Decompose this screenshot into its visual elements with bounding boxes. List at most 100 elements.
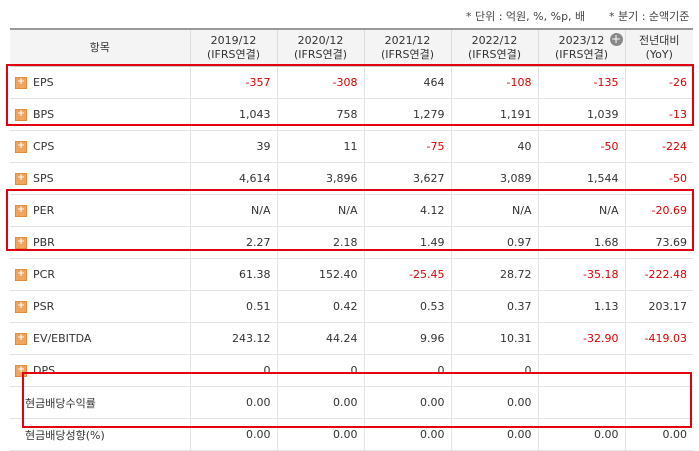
table-header-row: 항목 2019/12 (IFRS연결) 2020/12 (IFRS연결) 2021/… — [10, 29, 693, 67]
financial-ratio-table: 항목 2019/12 (IFRS연결) 2020/12 (IFRS연결) 2021/… — [10, 28, 693, 451]
table-row: + DPS 0 0 0 0 — [10, 354, 693, 387]
table-cell: 3,089 — [450, 162, 538, 195]
table-cell: N/A — [537, 194, 625, 227]
table-cell: 4.12 — [363, 194, 451, 227]
table-cell: 0.00 — [276, 386, 364, 419]
table-cell — [537, 386, 625, 419]
year-column-header: 2023/12 (IFRS연결) + — [537, 29, 625, 67]
table-cell: -20.69 — [624, 194, 693, 227]
row-label: + PSR — [10, 290, 190, 323]
row-label-text: 현금배당수익률 — [25, 396, 96, 410]
table-row: + PBR 2.27 2.18 1.49 0.97 1.68 73.69 — [10, 226, 693, 259]
table-cell: 0.00 — [363, 418, 451, 451]
expand-row-icon[interactable]: + — [15, 173, 27, 185]
table-row: + EV/EBITDA 243.12 44.24 9.96 10.31 -32.90 -419… — [10, 322, 693, 355]
table-cell: 0 — [276, 354, 364, 387]
table-cell: N/A — [276, 194, 364, 227]
table-cell: 1,279 — [363, 98, 451, 131]
expand-row-icon[interactable]: + — [15, 141, 27, 153]
table-cell: -35.18 — [537, 258, 625, 291]
table-cell — [624, 354, 693, 387]
year-column-header: 2022/12 (IFRS연결) — [450, 29, 538, 67]
row-label-text: DPS — [33, 364, 56, 377]
table-cell: 1,191 — [450, 98, 538, 131]
row-label-text: SPS — [33, 172, 54, 185]
table-row: + BPS 1,043 758 1,279 1,191 1,039 -13 — [10, 98, 693, 131]
table-cell — [624, 386, 693, 419]
table-cell: 44.24 — [276, 322, 364, 355]
row-label: + PER — [10, 194, 190, 227]
table-cell: 61.38 — [189, 258, 277, 291]
table-cell — [537, 354, 625, 387]
table-cell: 1,039 — [537, 98, 625, 131]
table-cell: 0.00 — [189, 386, 277, 419]
row-label-text: 현금배당성향(%) — [25, 428, 105, 442]
expand-row-icon[interactable]: + — [15, 205, 27, 217]
table-cell: -32.90 — [537, 322, 625, 355]
add-column-icon[interactable]: + — [609, 32, 623, 46]
row-label: + DPS — [10, 354, 190, 387]
table-cell: -75 — [363, 130, 451, 163]
table-cell: N/A — [189, 194, 277, 227]
table-row: 현금배당수익률 0.00 0.00 0.00 0.00 — [10, 386, 693, 419]
table-cell: -224 — [624, 130, 693, 163]
table-cell: 40 — [450, 130, 538, 163]
table-row: + CPS 39 11 -75 40 -50 -224 — [10, 130, 693, 163]
row-label-text: BPS — [33, 108, 55, 121]
row-label: + BPS — [10, 98, 190, 131]
table-row: + PSR 0.51 0.42 0.53 0.37 1.13 203.17 — [10, 290, 693, 323]
table-cell: -357 — [189, 66, 277, 99]
row-label-text: PSR — [33, 300, 55, 313]
row-label: + PBR — [10, 226, 190, 259]
table-cell: 10.31 — [450, 322, 538, 355]
row-label: + EV/EBITDA — [10, 322, 190, 355]
year-column-header: 2019/12 (IFRS연결) — [189, 29, 277, 67]
table-cell: -26 — [624, 66, 693, 99]
table-cell: -308 — [276, 66, 364, 99]
table-cell: -135 — [537, 66, 625, 99]
table-cell: 1.13 — [537, 290, 625, 323]
table-cell: 0.00 — [189, 418, 277, 451]
table-notes: * 단위 : 억원, %, %p, 배 * 분기 : 순액기준 — [0, 0, 699, 28]
table-cell: -13 — [624, 98, 693, 131]
table-cell: -419.03 — [624, 322, 693, 355]
expand-row-icon[interactable]: + — [15, 365, 27, 377]
table-row: 현금배당성향(%) 0.00 0.00 0.00 0.00 0.00 0.00 — [10, 418, 693, 451]
table-cell: 0.00 — [537, 418, 625, 451]
expand-row-icon[interactable]: + — [15, 237, 27, 249]
row-label-text: CPS — [33, 140, 55, 153]
table-row: + EPS -357 -308 464 -108 -135 -26 — [10, 66, 693, 99]
row-label-text: EPS — [33, 76, 54, 89]
table-cell: 1,043 — [189, 98, 277, 131]
table-cell: 203.17 — [624, 290, 693, 323]
yoy-column-header: 전년대비 (YoY) — [624, 29, 693, 67]
expand-row-icon[interactable]: + — [15, 269, 27, 281]
expand-row-icon[interactable]: + — [15, 109, 27, 121]
expand-row-icon[interactable]: + — [15, 301, 27, 313]
table-cell: 1.49 — [363, 226, 451, 259]
unit-note: * 단위 : 억원, %, %p, 배 — [466, 10, 586, 23]
table-row: + PCR 61.38 152.40 -25.45 28.72 -35.18 -222.48 — [10, 258, 693, 291]
table-cell: 152.40 — [276, 258, 364, 291]
table-cell: -50 — [537, 130, 625, 163]
table-cell: 464 — [363, 66, 451, 99]
table-cell: 4,614 — [189, 162, 277, 195]
row-label: + SPS — [10, 162, 190, 195]
table-cell: 73.69 — [624, 226, 693, 259]
row-label: + CPS — [10, 130, 190, 163]
table-row: + SPS 4,614 3,896 3,627 3,089 1,544 -50 — [10, 162, 693, 195]
table-cell: 0.00 — [450, 418, 538, 451]
table-cell: 0.37 — [450, 290, 538, 323]
table-cell: 0.51 — [189, 290, 277, 323]
expand-row-icon[interactable]: + — [15, 77, 27, 89]
table-cell: 0.97 — [450, 226, 538, 259]
table-cell: -50 — [624, 162, 693, 195]
table-cell: -108 — [450, 66, 538, 99]
table-cell: 0.53 — [363, 290, 451, 323]
table-cell: 758 — [276, 98, 364, 131]
expand-row-icon[interactable]: + — [15, 333, 27, 345]
period-note: * 분기 : 순액기준 — [609, 10, 690, 23]
table-cell: -25.45 — [363, 258, 451, 291]
row-label: 현금배당성향(%) — [10, 418, 190, 451]
row-label-text: PER — [33, 204, 55, 217]
